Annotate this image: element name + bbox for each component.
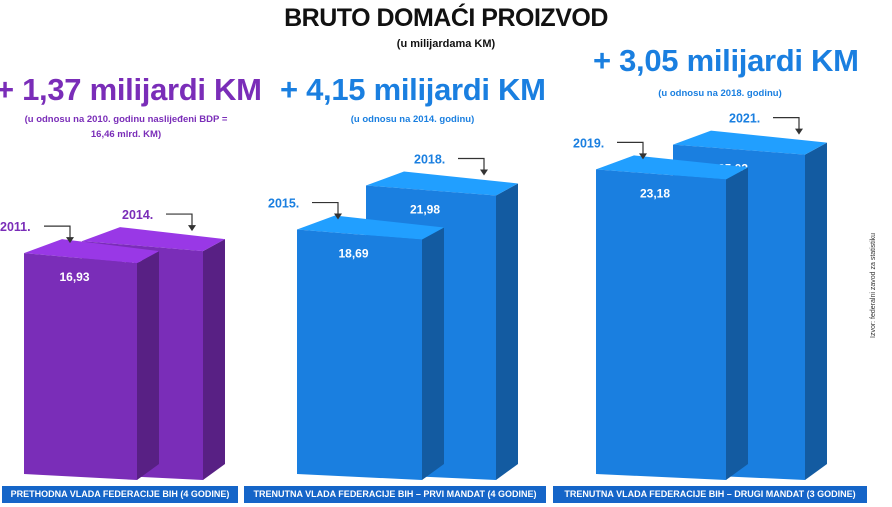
bar-2015: 18,69 2015. <box>268 197 444 480</box>
bar-side-face <box>137 251 159 480</box>
bar-top-face <box>596 155 748 180</box>
bar-value-label: 21,98 <box>410 202 440 216</box>
bar-year-label: 2021. <box>729 112 760 126</box>
arrow-head-icon <box>795 128 803 135</box>
bar-year-label: 2014. <box>122 208 153 222</box>
source-note: Izvor: federalni zavod za statistiku <box>870 232 877 338</box>
bar-value-label: 18,69 <box>338 247 368 261</box>
arrow-head-icon <box>639 153 647 160</box>
arrow-icon <box>458 157 485 173</box>
arrow-head-icon <box>334 213 342 220</box>
bar-year-label: 2011. <box>0 220 31 234</box>
group-3-note-line1: (u odnosu na 2018. godinu) <box>658 88 782 99</box>
bar-year-label: 2015. <box>268 197 299 211</box>
bar-front-face <box>297 229 422 480</box>
group-3-footer: TRENUTNA VLADA FEDERACIJE BIH – DRUGI MA… <box>553 486 867 503</box>
group-1-note-line2: 16,46 mlrd. KM) <box>90 129 162 140</box>
bar-side-face <box>496 183 518 480</box>
group-2-headline: + 4,15 milijardi KM <box>280 72 546 107</box>
group-1-headline: + 1,37 milijardi KM <box>0 72 262 107</box>
bar-2011: 16,93 2011. <box>0 220 159 480</box>
arrow-head-icon <box>480 169 488 176</box>
bar-2019: 23,18 2019. <box>573 136 748 480</box>
bar-top-face <box>366 171 518 196</box>
bar-value-label: 23,18 <box>640 186 670 200</box>
group-1-footer: PRETHODNA VLADA FEDERACIJE BIH (4 GODINE… <box>2 486 238 503</box>
bar-front-face <box>24 253 137 480</box>
arrow-icon <box>773 116 800 132</box>
bar-value-label: 16,93 <box>59 270 89 284</box>
group-2-note: (u odnosu na 2014. godinu) <box>300 112 525 127</box>
group-2-footer: TRENUTNA VLADA FEDERACIJE BIH – PRVI MAN… <box>244 486 546 503</box>
arrow-icon <box>617 141 644 157</box>
chart-title: BRUTO DOMAĆI PROIZVOD <box>284 4 608 32</box>
bar-side-face <box>203 239 225 480</box>
chart-subtitle: (u milijardama KM) <box>396 38 496 50</box>
bar-side-face <box>805 142 827 480</box>
arrow-icon <box>312 201 339 217</box>
group-1-note: (u odnosu na 2010. godinu naslijeđeni BD… <box>0 112 252 142</box>
bar-side-face <box>726 167 748 480</box>
bar-front-face <box>596 169 726 480</box>
bar-side-face <box>422 227 444 480</box>
arrow-head-icon <box>188 225 196 232</box>
group-1-note-line1: (u odnosu na 2010. godinu naslijeđeni BD… <box>24 114 228 125</box>
bar-top-face <box>82 227 225 252</box>
bar-top-face <box>24 239 159 264</box>
bar-year-label: 2018. <box>414 152 445 166</box>
group-3-note: (u odnosu na 2018. godinu) <box>630 86 810 101</box>
arrow-head-icon <box>66 237 74 244</box>
bar-top-face <box>297 215 444 240</box>
group-3-headline: + 3,05 milijardi KM <box>593 43 859 78</box>
bar-year-label: 2019. <box>573 136 604 150</box>
arrow-icon <box>44 225 71 241</box>
arrow-icon <box>166 213 193 229</box>
group-2-note-line1: (u odnosu na 2014. godinu) <box>350 114 475 125</box>
bar-top-face <box>673 130 827 155</box>
